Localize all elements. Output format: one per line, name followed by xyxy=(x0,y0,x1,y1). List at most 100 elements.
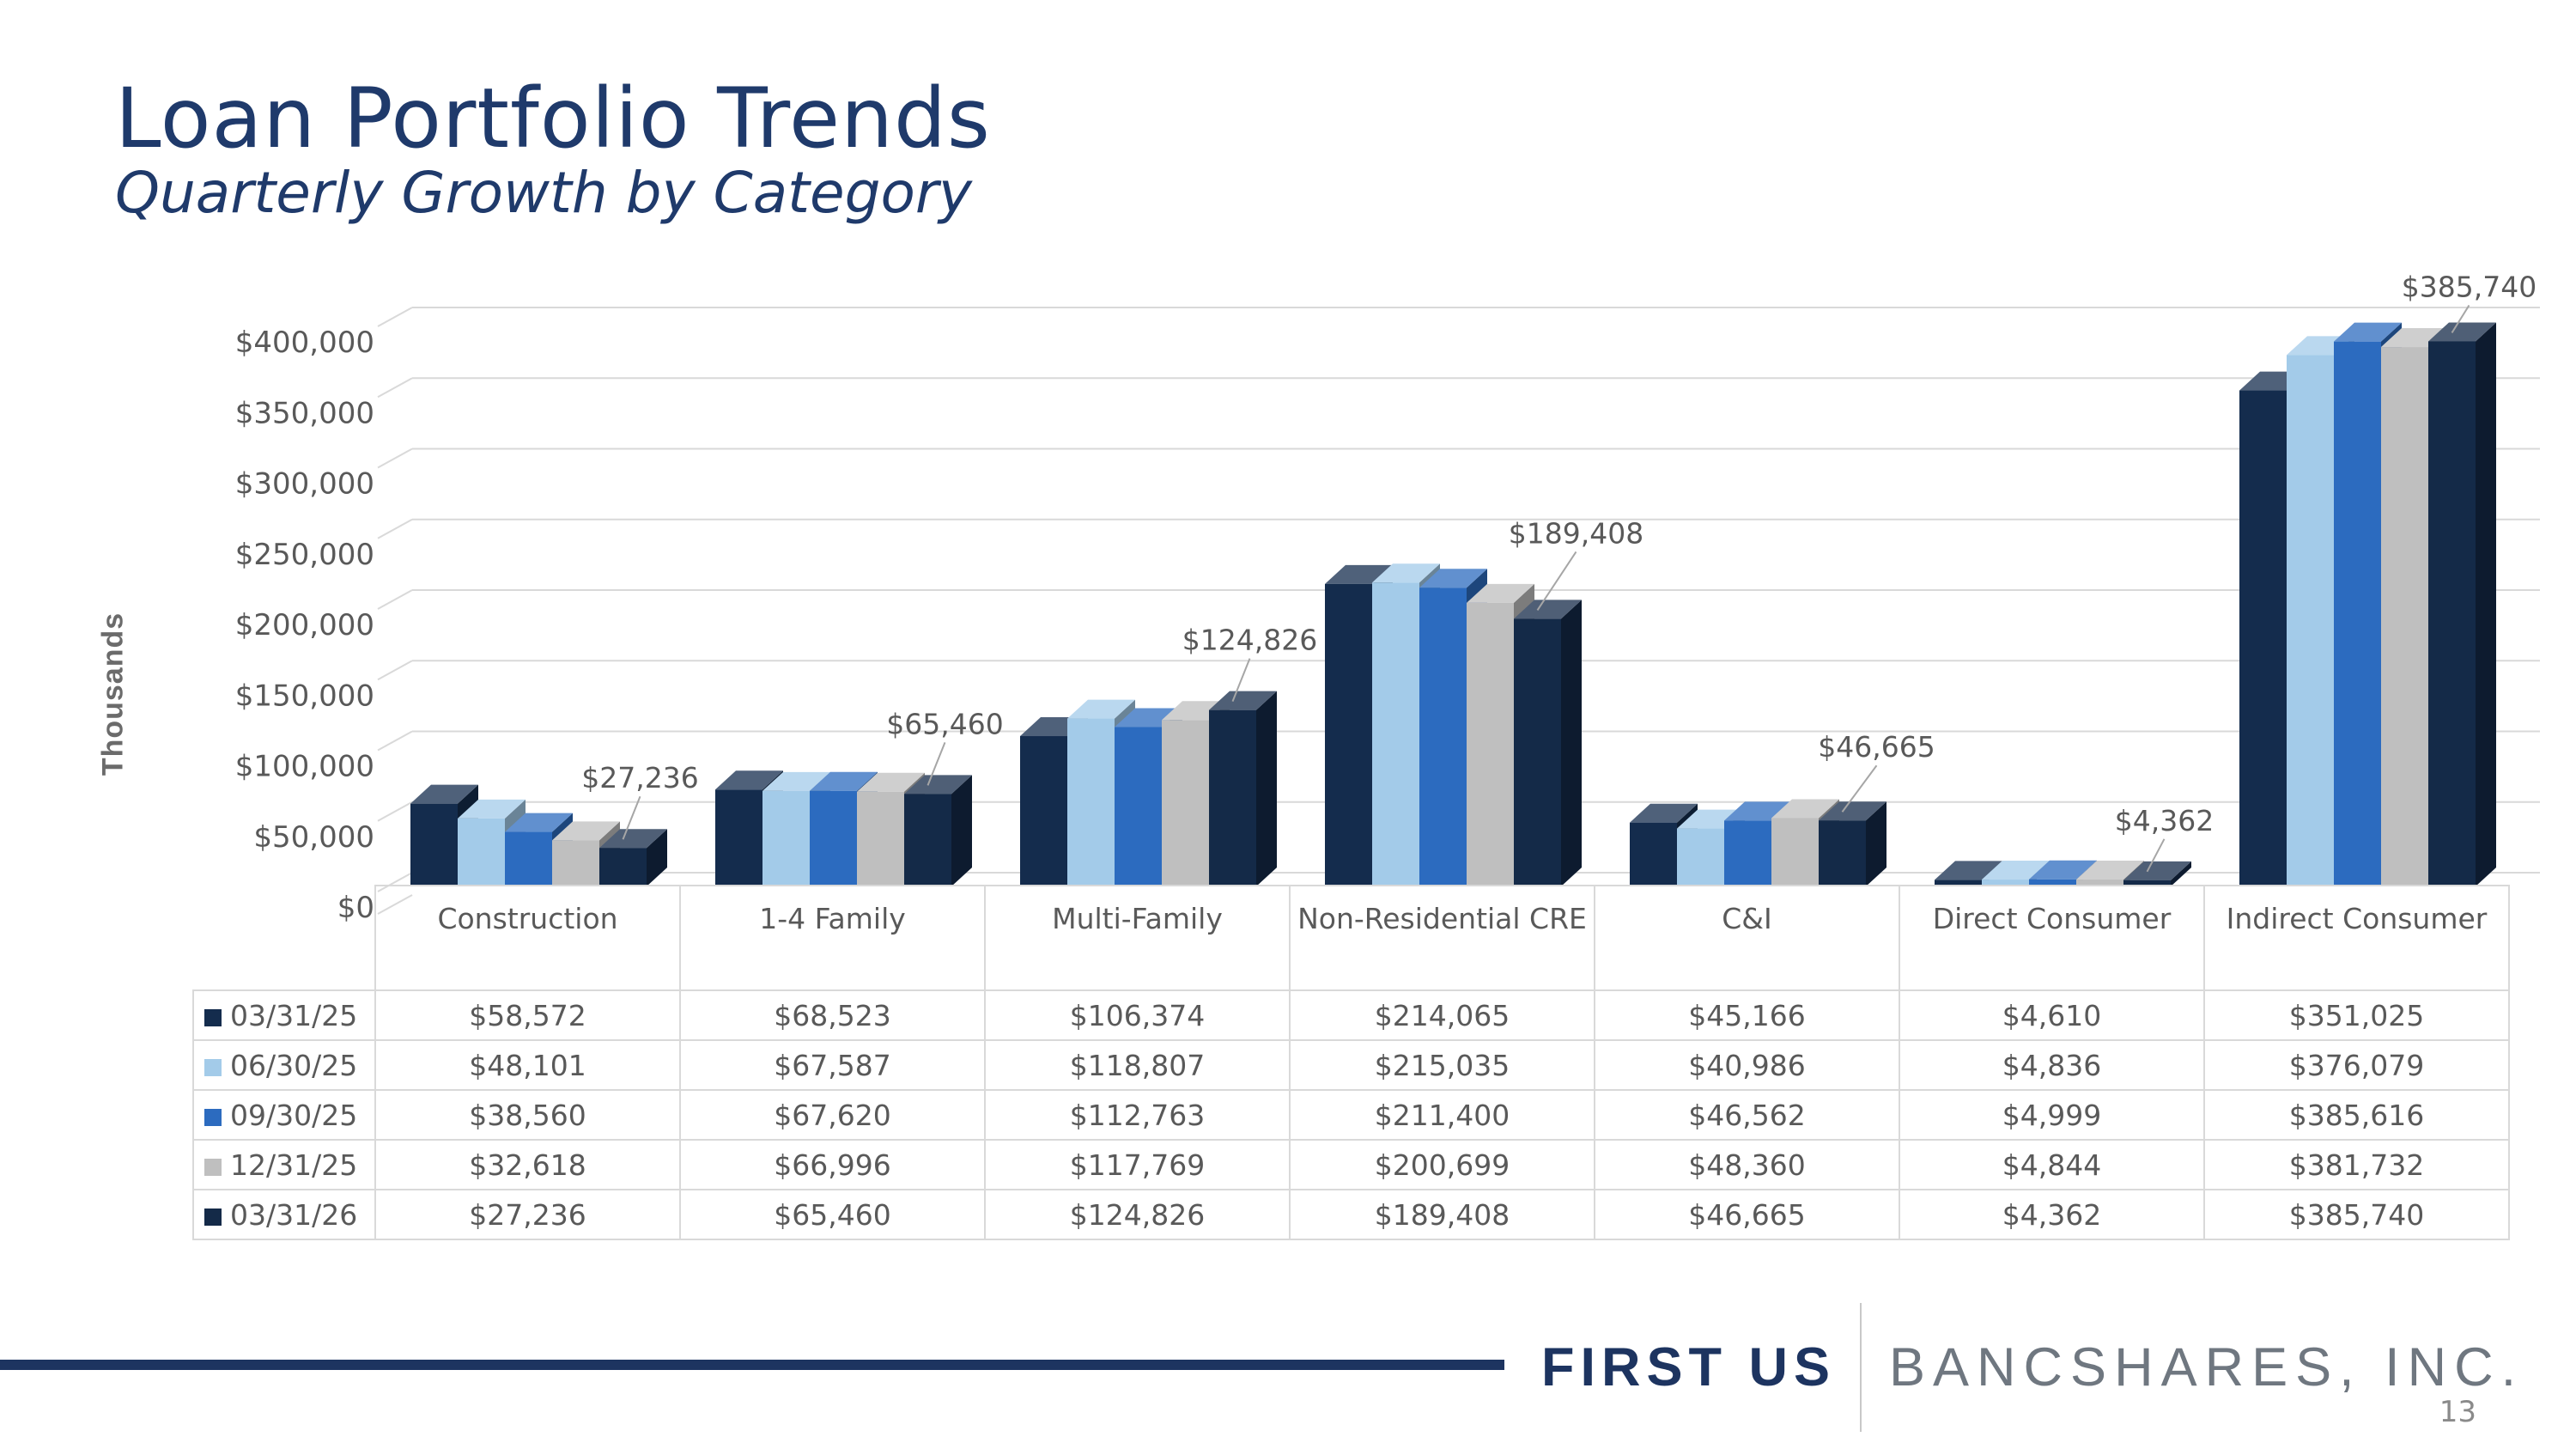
bar-side xyxy=(1866,801,1886,886)
data-label-leader xyxy=(927,741,946,786)
y-axis-label: Thousands xyxy=(96,612,130,776)
gridline-slant xyxy=(377,801,413,822)
table-cell: $124,826 xyxy=(984,1189,1291,1240)
data-label: $124,826 xyxy=(1182,624,1317,657)
data-label-leader xyxy=(2146,838,2166,873)
bar xyxy=(2029,879,2076,886)
table-header-row: Construction 1-4 Family Multi-Family Non-Re… xyxy=(193,885,2510,991)
table-cell: $376,079 xyxy=(2203,1039,2510,1091)
bar-side xyxy=(2476,322,2496,886)
table-cell: $117,769 xyxy=(984,1139,1291,1190)
table-cell: $106,374 xyxy=(984,989,1291,1041)
bar-top xyxy=(1771,799,1839,819)
bar xyxy=(2287,355,2334,886)
legend-entry: 03/31/26 xyxy=(192,1189,376,1240)
bar xyxy=(1771,818,1819,886)
bar-top xyxy=(505,813,573,832)
bar xyxy=(1819,820,1866,886)
data-label: $27,236 xyxy=(581,761,698,795)
bar xyxy=(2076,880,2123,886)
bar xyxy=(1419,588,1467,886)
table-cell: $189,408 xyxy=(1289,1189,1595,1240)
category-label: Direct Consumer xyxy=(1899,885,2205,991)
bar-top xyxy=(1419,569,1487,588)
bar xyxy=(1372,582,1419,886)
bar xyxy=(1067,718,1115,886)
table-cell: $48,101 xyxy=(374,1039,681,1091)
table-cell: $4,610 xyxy=(1899,989,2205,1041)
gridline-slant xyxy=(377,447,413,469)
data-label: $65,460 xyxy=(886,707,1003,740)
data-label: $385,740 xyxy=(2402,270,2537,303)
table-cell: $38,560 xyxy=(374,1089,681,1141)
bar-top xyxy=(2029,860,2097,880)
table-cell: $4,844 xyxy=(1899,1139,2205,1190)
table-cell: $4,836 xyxy=(1899,1039,2205,1091)
bar-top xyxy=(1514,600,1582,619)
category-label: Construction xyxy=(374,885,681,991)
bar-top xyxy=(2076,861,2144,880)
bar xyxy=(1162,720,1209,886)
gridline-slant xyxy=(377,518,413,539)
bar-side xyxy=(1561,600,1582,886)
data-label-leader xyxy=(622,795,641,840)
bar xyxy=(1325,583,1372,886)
bar xyxy=(2239,390,2287,887)
bar-top xyxy=(762,771,830,791)
table-cell: $46,562 xyxy=(1594,1089,1900,1141)
bar-top xyxy=(857,772,925,792)
gridline-slant xyxy=(377,730,413,752)
slide-title: Loan Portfolio Trends xyxy=(115,70,991,167)
table-cell: $351,025 xyxy=(2203,989,2510,1041)
legend-entry: 09/30/25 xyxy=(192,1089,376,1141)
bar-top xyxy=(904,775,972,795)
data-label-leader xyxy=(2451,304,2470,333)
bar xyxy=(1724,820,1771,886)
bar xyxy=(599,848,647,886)
bar-top xyxy=(1935,861,2002,880)
bar-top xyxy=(715,770,783,790)
page-number: 13 xyxy=(2439,1395,2476,1429)
gridline-slant xyxy=(377,660,413,681)
table-cell: $66,996 xyxy=(679,1139,986,1190)
bar xyxy=(1630,822,1677,886)
y-tick-label: $350,000 xyxy=(235,396,374,430)
y-tick-label: $100,000 xyxy=(235,750,374,784)
bar xyxy=(1115,727,1162,886)
bar-top xyxy=(1372,563,1440,583)
bar-side xyxy=(951,775,972,886)
bar-top xyxy=(810,771,878,791)
y-tick-label: $50,000 xyxy=(253,820,374,855)
y-tick-label: $150,000 xyxy=(235,679,374,713)
gridline-slant xyxy=(377,589,413,610)
data-label-leader xyxy=(1841,764,1878,813)
table-cell: $381,732 xyxy=(2203,1139,2510,1190)
bar-top xyxy=(410,784,478,804)
y-tick-label: $300,000 xyxy=(235,467,374,502)
bar-top xyxy=(2123,861,2191,880)
table-cell: $27,236 xyxy=(374,1189,681,1240)
bar xyxy=(857,791,904,886)
bar xyxy=(410,803,458,886)
legend-swatch xyxy=(204,1108,222,1126)
company-logo: FIRST US BANCSHARES, INC. xyxy=(1541,1303,2524,1432)
bar-top xyxy=(1067,699,1135,719)
category-label: Multi-Family xyxy=(984,885,1291,991)
table-row: 12/31/25 $32,618 $66,996 $117,769 $200,699 $4… xyxy=(192,1139,2510,1190)
legend-swatch xyxy=(204,1208,222,1226)
table-cell: $46,665 xyxy=(1594,1189,1900,1240)
y-tick-label: $200,000 xyxy=(235,608,374,642)
table-cell: $67,620 xyxy=(679,1089,986,1141)
legend-entry: 12/31/25 xyxy=(192,1139,376,1190)
bar xyxy=(1209,709,1256,886)
category-label: C&I xyxy=(1594,885,1900,991)
bar-top xyxy=(1630,803,1698,823)
legend-swatch xyxy=(204,1008,222,1026)
category-label: 1-4 Family xyxy=(679,885,986,991)
legend-swatch xyxy=(204,1058,222,1076)
bar-top xyxy=(458,799,526,819)
bar-top xyxy=(552,821,620,841)
bar-side xyxy=(647,829,667,886)
bar xyxy=(458,818,505,886)
table-row: 09/30/25 $38,560 $67,620 $112,763 $211,400 $4… xyxy=(192,1089,2510,1141)
